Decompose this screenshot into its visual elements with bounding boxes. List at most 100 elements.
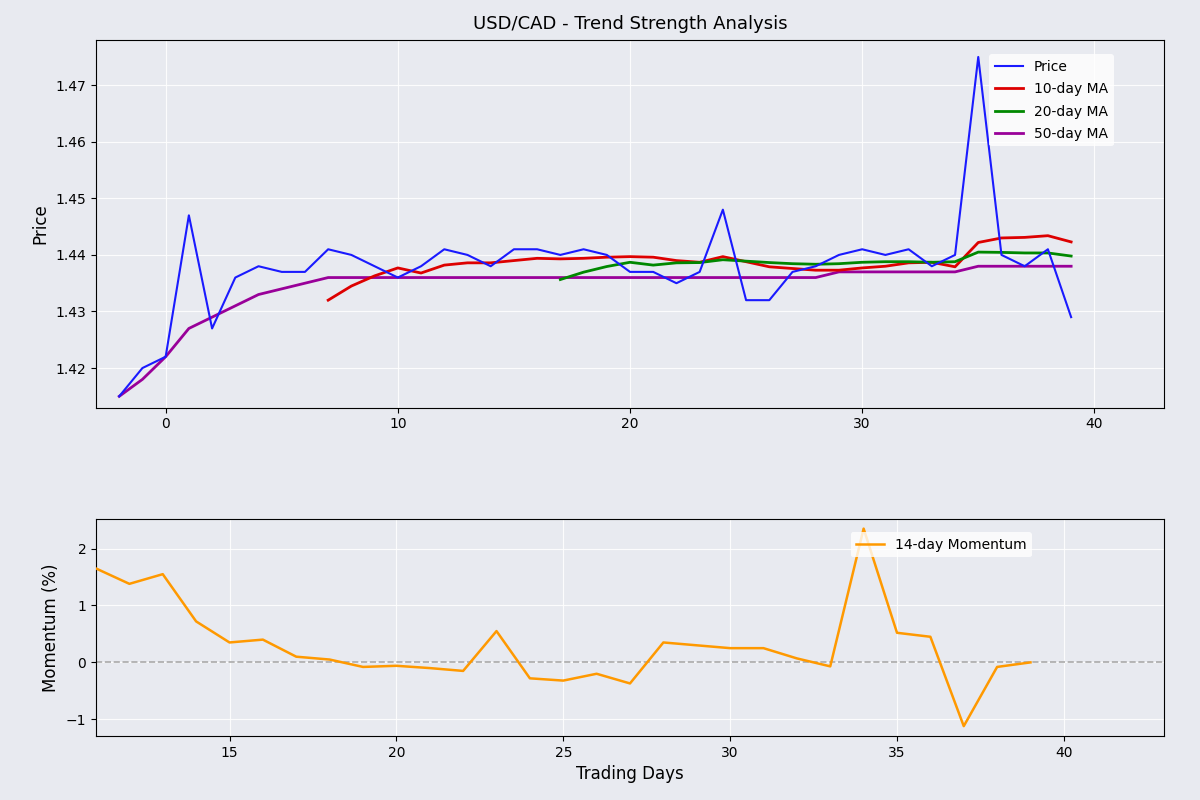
Price	[391, 273, 406, 282]
50-day MA	[112, 391, 126, 401]
Price	[832, 250, 846, 260]
10-day MA	[809, 266, 823, 275]
14-day Momentum	[823, 662, 838, 671]
20-day MA	[901, 257, 916, 266]
Price	[530, 245, 545, 254]
20-day MA	[623, 258, 637, 267]
20-day MA	[785, 259, 799, 269]
14-day Momentum	[1024, 658, 1038, 667]
10-day MA	[925, 258, 940, 267]
10-day MA	[414, 268, 428, 278]
50-day MA	[715, 273, 730, 282]
50-day MA	[995, 262, 1009, 271]
14-day Momentum	[857, 524, 871, 534]
50-day MA	[367, 273, 382, 282]
20-day MA	[1018, 248, 1032, 258]
10-day MA	[600, 252, 614, 262]
14-day Momentum	[222, 638, 236, 647]
10-day MA	[739, 257, 754, 266]
10-day MA	[692, 258, 707, 267]
Price	[1064, 312, 1079, 322]
Price	[251, 262, 265, 271]
10-day MA	[901, 258, 916, 268]
Price	[925, 262, 940, 271]
10-day MA	[948, 262, 962, 272]
10-day MA	[1064, 237, 1079, 246]
50-day MA	[878, 267, 893, 277]
50-day MA	[646, 273, 660, 282]
50-day MA	[762, 273, 776, 282]
50-day MA	[670, 273, 684, 282]
50-day MA	[391, 273, 406, 282]
Line: Price: Price	[119, 57, 1072, 396]
50-day MA	[809, 273, 823, 282]
Price	[971, 52, 985, 62]
10-day MA	[785, 264, 799, 274]
10-day MA	[344, 282, 359, 291]
50-day MA	[484, 273, 498, 282]
14-day Momentum	[690, 641, 704, 650]
50-day MA	[530, 273, 545, 282]
50-day MA	[623, 273, 637, 282]
14-day Momentum	[956, 722, 971, 731]
14-day Momentum	[556, 676, 570, 686]
14-day Momentum	[89, 564, 103, 574]
14-day Momentum	[589, 669, 604, 678]
50-day MA	[692, 273, 707, 282]
10-day MA	[484, 258, 498, 268]
14-day Momentum	[656, 638, 671, 647]
Line: 10-day MA: 10-day MA	[328, 236, 1072, 300]
X-axis label: Trading Days: Trading Days	[576, 766, 684, 783]
50-day MA	[320, 273, 335, 282]
Legend: 14-day Momentum: 14-day Momentum	[851, 532, 1032, 558]
Price	[158, 352, 173, 362]
14-day Momentum	[156, 570, 170, 579]
50-day MA	[553, 273, 568, 282]
20-day MA	[670, 258, 684, 268]
Price	[228, 273, 242, 282]
50-day MA	[136, 374, 150, 384]
50-day MA	[1040, 262, 1055, 271]
10-day MA	[391, 263, 406, 273]
50-day MA	[298, 278, 312, 288]
50-day MA	[275, 284, 289, 294]
Y-axis label: Momentum (%): Momentum (%)	[42, 563, 60, 692]
10-day MA	[646, 252, 660, 262]
14-day Momentum	[422, 663, 437, 673]
14-day Momentum	[289, 652, 304, 662]
10-day MA	[530, 254, 545, 263]
10-day MA	[367, 271, 382, 281]
10-day MA	[320, 295, 335, 305]
Price	[320, 245, 335, 254]
20-day MA	[1040, 248, 1055, 258]
14-day Momentum	[356, 662, 371, 672]
10-day MA	[670, 256, 684, 266]
20-day MA	[553, 274, 568, 284]
10-day MA	[576, 254, 590, 263]
Legend: Price, 10-day MA, 20-day MA, 50-day MA: Price, 10-day MA, 20-day MA, 50-day MA	[989, 54, 1114, 146]
Price	[623, 267, 637, 277]
50-day MA	[576, 273, 590, 282]
50-day MA	[461, 273, 475, 282]
Price	[367, 262, 382, 271]
20-day MA	[646, 260, 660, 270]
10-day MA	[437, 260, 451, 270]
50-day MA	[228, 301, 242, 310]
10-day MA	[553, 254, 568, 264]
Price	[136, 363, 150, 373]
14-day Momentum	[890, 628, 905, 638]
50-day MA	[948, 267, 962, 277]
10-day MA	[715, 252, 730, 262]
Price	[437, 245, 451, 254]
20-day MA	[739, 256, 754, 266]
20-day MA	[576, 267, 590, 277]
50-day MA	[414, 273, 428, 282]
14-day Momentum	[523, 674, 538, 683]
20-day MA	[971, 247, 985, 257]
Line: 14-day Momentum: 14-day Momentum	[96, 529, 1031, 726]
20-day MA	[600, 262, 614, 271]
10-day MA	[995, 233, 1009, 242]
20-day MA	[1064, 251, 1079, 261]
Price	[739, 295, 754, 305]
50-day MA	[832, 267, 846, 277]
